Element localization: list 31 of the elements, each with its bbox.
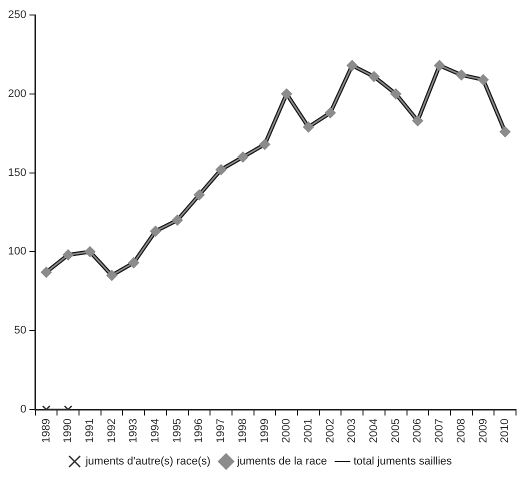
x-tick-label: 1999 — [258, 418, 271, 444]
x-tick-label: 2007 — [434, 418, 446, 444]
legend-label: total juments saillies — [353, 456, 452, 468]
x-tick-label: 2002 — [324, 418, 336, 444]
x-tick-label: 1989 — [40, 418, 52, 444]
y-tick-label: 0 — [20, 404, 26, 416]
x-tick-label: 2010 — [499, 418, 512, 444]
x-tick-label: 2005 — [390, 418, 402, 444]
x-tick-label: 1997 — [215, 418, 228, 444]
x-tick-label: 2008 — [455, 418, 468, 444]
x-tick-label: 1998 — [236, 418, 249, 444]
x-tick-label: 2003 — [346, 418, 358, 444]
x-tick-label: 2000 — [280, 418, 293, 444]
x-tick-label: 1992 — [106, 418, 118, 444]
x-tick-label: 2004 — [368, 418, 380, 444]
x-tick-label: 1996 — [193, 418, 206, 444]
x-tick-label: 1993 — [128, 418, 140, 444]
y-tick-label: 250 — [8, 9, 26, 22]
x-tick-label: 2006 — [412, 418, 424, 444]
y-tick-label: 50 — [14, 324, 26, 337]
x-tick-label: 2009 — [477, 418, 490, 444]
legend-label: juments de la race — [236, 456, 327, 468]
x-tick-label: 1994 — [150, 418, 162, 444]
y-tick-label: 200 — [8, 88, 26, 100]
x-tick-label: 1995 — [171, 418, 184, 444]
y-tick-label: 100 — [8, 246, 26, 258]
x-tick-label: 1991 — [84, 418, 96, 444]
x-tick-label: 1990 — [62, 418, 74, 444]
y-tick-label: 150 — [8, 166, 26, 179]
x-tick-label: 2001 — [302, 418, 314, 444]
legend-label: juments d'autre(s) race(s) — [84, 456, 211, 468]
